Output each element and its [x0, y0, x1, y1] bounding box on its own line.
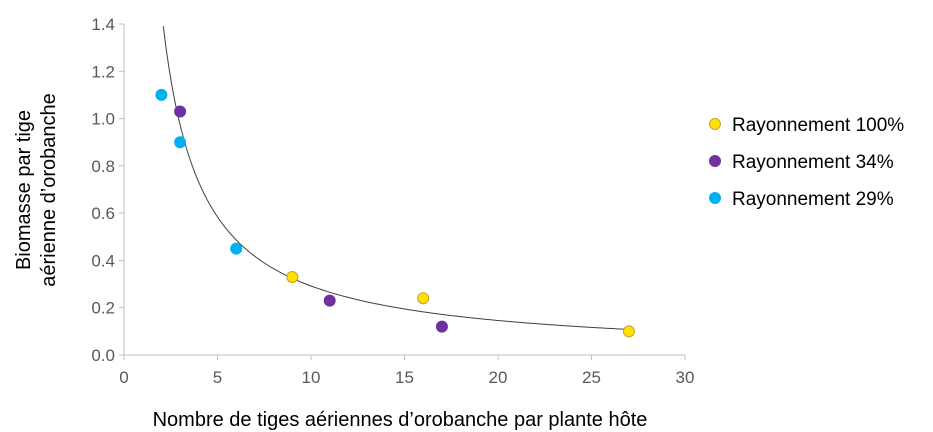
- y-tick-label: 1.0: [91, 110, 115, 129]
- x-tick-label: 30: [676, 368, 695, 387]
- data-point-series-3: [155, 88, 168, 101]
- legend-marker: [709, 192, 721, 204]
- y-tick-label: 0.2: [91, 299, 115, 318]
- legend: Rayonnement 100% Rayonnement 34% Rayonneme…: [709, 115, 904, 210]
- data-point-series-2: [435, 320, 448, 333]
- y-axis-ticks: 0.0 0.2 0.4 0.6 0.8 1.0 1.2 1.4: [91, 15, 124, 365]
- data-point-series-1: [417, 292, 430, 305]
- x-tick-label: 0: [119, 368, 128, 387]
- data-point-series-2: [323, 294, 336, 307]
- data-point-series-1: [286, 270, 299, 283]
- x-tick-label: 10: [302, 368, 321, 387]
- y-axis-title-line-2: aérienne d’orobanche: [38, 93, 60, 287]
- legend-label: Rayonnement 29%: [732, 189, 894, 210]
- x-tick-label: 15: [395, 368, 414, 387]
- data-point-series-2: [174, 105, 187, 118]
- y-tick-label: 0.4: [91, 251, 115, 270]
- y-tick-label: 1.4: [91, 15, 115, 34]
- x-tick-label: 5: [213, 368, 222, 387]
- legend-marker: [709, 118, 721, 130]
- y-tick-label: 0.0: [91, 346, 115, 365]
- legend-label: Rayonnement 34%: [732, 152, 894, 173]
- y-tick-label: 1.2: [91, 62, 115, 81]
- trendline: [162, 26, 629, 330]
- legend-label: Rayonnement 100%: [732, 115, 904, 136]
- x-tick-label: 25: [582, 368, 601, 387]
- y-tick-label: 0.6: [91, 204, 115, 223]
- x-axis-ticks: 0 5 10 15 20 25 30: [119, 355, 694, 387]
- x-axis-title: Nombre de tiges aériennes d’orobanche pa…: [153, 409, 648, 431]
- x-tick-label: 20: [489, 368, 508, 387]
- data-point-series-3: [230, 242, 243, 255]
- legend-marker: [709, 155, 721, 167]
- y-axis-title: Biomasse par tige aérienne d’orobanche: [13, 93, 60, 287]
- data-points: [155, 88, 635, 338]
- data-point-series-1: [622, 325, 635, 338]
- plot-area: 0.0 0.2 0.4 0.6 0.8 1.0 1.2 1.4 0 5 10 15 20 25 30: [91, 15, 694, 387]
- y-tick-label: 0.8: [91, 157, 115, 176]
- data-point-series-3: [174, 136, 187, 149]
- y-axis-title-line-1: Biomasse par tige: [13, 110, 35, 270]
